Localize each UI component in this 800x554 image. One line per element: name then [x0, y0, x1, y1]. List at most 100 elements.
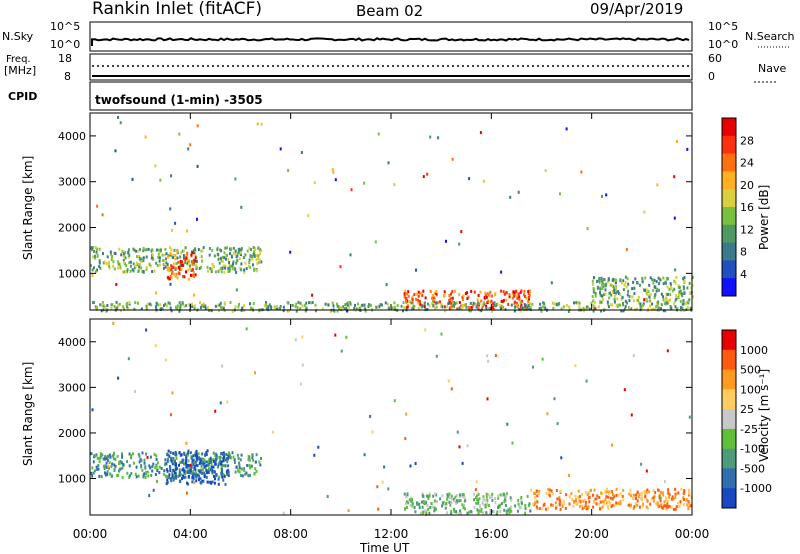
range-gate-cell	[137, 262, 140, 266]
range-gate-cell	[195, 263, 198, 267]
range-gate-cell	[652, 496, 655, 500]
range-gate-cell	[349, 253, 352, 257]
range-gate-cell	[148, 464, 151, 468]
range-gate-cell	[253, 472, 256, 476]
range-gate-cell	[670, 505, 673, 509]
range-gate-cell	[417, 294, 420, 298]
range-gate-cell	[369, 414, 372, 418]
range-gate-cell	[175, 476, 178, 480]
range-gate-cell	[624, 275, 627, 279]
range-gate-cell	[157, 252, 160, 256]
range-gate-cell	[420, 500, 423, 504]
range-gate-cell	[133, 307, 136, 311]
range-gate-cell	[549, 488, 552, 492]
range-gate-cell	[591, 283, 594, 286]
range-gate-cell	[107, 262, 110, 265]
range-gate-cell	[200, 255, 203, 259]
range-gate-cell	[598, 280, 601, 284]
range-gate-cell	[686, 503, 689, 507]
range-gate-cell	[248, 261, 251, 265]
range-gate-cell	[666, 293, 669, 296]
range-gate-cell	[644, 276, 647, 280]
range-gate-cell	[464, 507, 467, 511]
range-gate-cell	[527, 504, 530, 508]
velocity-ylabel: Slant Range [km]	[21, 362, 35, 466]
range-gate-cell	[194, 273, 197, 277]
range-gate-cell	[95, 465, 98, 469]
range-gate-cell	[645, 469, 648, 473]
range-gate-cell	[563, 502, 566, 506]
range-gate-cell	[612, 277, 615, 281]
nsky-panel	[89, 21, 693, 52]
range-gate-cell	[235, 261, 238, 265]
range-gate-cell	[423, 302, 426, 306]
range-gate-cell	[206, 306, 209, 310]
range-gate-cell	[483, 302, 486, 306]
range-gate-cell	[541, 357, 544, 361]
range-gate-cell	[659, 496, 662, 500]
colorbar-tick-label: 8	[740, 246, 747, 259]
range-gate-cell	[664, 496, 667, 500]
range-gate-cell	[649, 276, 652, 280]
range-gate-cell	[672, 508, 675, 511]
range-gate-cell	[254, 467, 257, 471]
range-gate-cell	[405, 412, 408, 416]
x-tick-label: 00:00	[675, 527, 710, 541]
range-gate-cell	[369, 303, 372, 307]
range-gate-cell	[187, 147, 190, 151]
range-gate-cell	[139, 248, 141, 252]
range-gate-cell	[185, 470, 188, 474]
range-gate-cell	[98, 261, 101, 265]
range-gate-cell	[486, 501, 489, 505]
range-gate-cell	[465, 305, 468, 309]
range-gate-cell	[126, 301, 129, 305]
range-gate-cell	[207, 269, 209, 273]
range-gate-cell	[102, 464, 105, 468]
range-gate-cell	[220, 464, 223, 468]
range-gate-cell	[418, 502, 421, 506]
range-gate-cell	[183, 304, 186, 308]
range-gate-cell	[119, 262, 122, 266]
range-gate-cell	[609, 502, 612, 506]
range-gate-cell	[578, 305, 581, 309]
range-gate-cell	[592, 493, 594, 497]
range-gate-cell	[686, 300, 689, 304]
range-gate-cell	[646, 498, 649, 502]
range-gate-cell	[224, 464, 227, 468]
range-gate-cell	[254, 371, 256, 375]
colorbar-swatch	[722, 409, 736, 430]
range-gate-cell	[640, 494, 643, 498]
range-gate-cell	[553, 397, 556, 401]
range-gate-cell	[387, 487, 390, 491]
range-gate-cell	[600, 276, 603, 280]
range-gate-cell	[228, 261, 231, 264]
range-gate-cell	[169, 451, 172, 454]
range-gate-cell	[311, 293, 314, 297]
range-gate-cell	[613, 291, 616, 294]
range-gate-cell	[664, 504, 667, 508]
range-gate-cell	[603, 293, 606, 297]
range-gate-cell	[675, 492, 678, 496]
range-gate-cell	[468, 510, 471, 514]
range-gate-cell	[344, 303, 347, 307]
range-gate-cell	[172, 451, 175, 455]
range-gate-cell	[528, 293, 531, 297]
range-gate-cell	[113, 305, 116, 309]
range-gate-cell	[527, 290, 530, 294]
range-gate-cell	[477, 498, 480, 502]
range-gate-cell	[93, 301, 95, 304]
range-gate-cell	[425, 510, 428, 514]
range-gate-cell	[668, 504, 671, 508]
range-gate-cell	[444, 506, 447, 510]
range-gate-cell	[574, 364, 577, 368]
range-gate-cell	[599, 291, 601, 295]
range-gate-cell	[198, 266, 201, 270]
range-gate-cell	[123, 260, 126, 264]
range-gate-cell	[665, 296, 668, 300]
range-gate-cell	[215, 457, 217, 461]
range-gate-cell	[505, 495, 508, 499]
range-gate-cell	[607, 500, 610, 504]
range-gate-cell	[183, 469, 186, 473]
range-gate-cell	[560, 456, 563, 460]
range-gate-cell	[631, 295, 634, 299]
